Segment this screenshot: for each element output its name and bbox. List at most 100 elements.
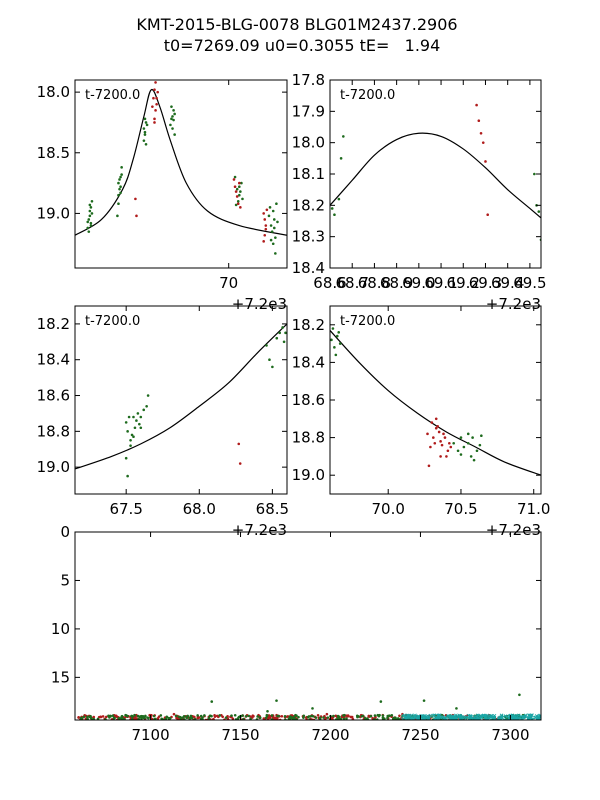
panel-mid-right-point-green <box>337 331 341 334</box>
panel-bottom-point-red <box>99 715 102 719</box>
panel-mid-left-point-green <box>129 438 132 442</box>
panel-bottom-frame <box>74 531 542 721</box>
panel-bottom-point-red <box>267 714 271 717</box>
panel-bottom-ytick-label: 0 <box>60 523 70 541</box>
panel-top-left-point-green <box>275 202 278 206</box>
panel-mid-right-xtick-label: 70.0 <box>372 500 405 518</box>
panel-bottom-point-cyan <box>402 713 407 718</box>
panel-bottom-point-green <box>167 716 170 720</box>
panel-top-left-series-red <box>134 81 269 243</box>
panel-mid-right-point-red <box>436 425 439 428</box>
panel-mid-left-point-green <box>130 433 134 437</box>
panel-bottom-point-cyan <box>428 713 433 718</box>
panel-mid-left-series-green <box>124 326 287 478</box>
panel-bottom-point-green <box>96 717 100 720</box>
panel-bottom-point-green <box>307 715 311 718</box>
panel-mid-left-frame <box>74 305 288 495</box>
panel-bottom-point-green <box>140 714 143 718</box>
panel-top-left-point-green <box>117 181 120 185</box>
panel-top-left-point-red <box>236 202 240 206</box>
panel-bottom-point-cyan <box>441 715 445 719</box>
panel-mid-right-point-red <box>429 445 432 449</box>
panel-bottom-point-green <box>111 714 115 717</box>
panel-bottom-point-cyan <box>519 714 523 719</box>
panel-top-left-point-green <box>143 117 147 121</box>
panel-top-left-point-green <box>170 105 173 108</box>
panel-bottom-point-red <box>325 712 329 716</box>
panel-top-right-point-green <box>333 213 336 217</box>
panel-bottom-point-red <box>215 714 219 718</box>
panel-mid-left-point-green <box>282 340 286 344</box>
panel-bottom-xtick-label: 7150 <box>221 726 259 744</box>
panel-top-left-point-red <box>263 218 267 221</box>
panel-bottom-point-cyan <box>535 714 539 719</box>
panel-bottom-point-cyan <box>431 713 436 718</box>
panel-bottom-point-green <box>339 717 342 720</box>
panel-mid-right-ytick-label: 18.8 <box>292 429 325 447</box>
panel-top-left-point-green <box>143 130 147 134</box>
panel-mid-left-xtick-label: 67.5 <box>109 500 142 518</box>
panel-top-left-point-green <box>118 187 121 191</box>
panel-bottom-point-green <box>244 715 248 718</box>
panel-top-right-label: t-7200.0 <box>340 88 395 103</box>
panel-mid-left-point-green <box>265 344 268 347</box>
panel-bottom-point-cyan <box>479 716 484 720</box>
panel-bottom-ytick-label: 5 <box>60 571 70 589</box>
panel-bottom-point-green <box>136 714 140 718</box>
panel-bottom-point-cyan <box>491 715 494 719</box>
panel-top-right-ytick-label: 18.0 <box>292 134 325 152</box>
panel-bottom-point-green <box>131 717 134 720</box>
panel-bottom-point-green <box>147 716 150 720</box>
panel-top-right-xtick-label: 68.7 <box>336 274 369 292</box>
panel-top-left-point-green <box>142 139 146 142</box>
panel-bottom-point-cyan <box>530 713 534 717</box>
panel-top-left: 70 18.0 18.5 19.0 t-7200.0 +7.2e3 <box>37 79 288 313</box>
panel-top-right-ytick-label: 18.1 <box>292 165 325 183</box>
panel-top-left-point-green <box>276 220 279 224</box>
panel-top-left-point-green <box>87 230 91 233</box>
panel-bottom-point-green <box>144 714 147 718</box>
panel-top-right-point-red <box>481 141 485 144</box>
panel-bottom-point-red <box>77 716 80 719</box>
panel-mid-left-point-green <box>127 415 131 419</box>
panel-bottom-point-green <box>196 714 199 717</box>
panel-top-left-point-red <box>239 206 242 209</box>
panel-top-left-point-green <box>170 117 173 121</box>
panel-top-left-series-green <box>86 105 279 255</box>
panel-top-left-point-green <box>267 214 271 218</box>
panel-bottom-point-red <box>172 712 176 716</box>
panel-bottom-point-green <box>391 717 395 720</box>
panel-bottom-point-green <box>289 715 293 719</box>
panel-bottom-xtick-label: 7100 <box>131 726 169 744</box>
panel-top-left-point-green <box>116 214 119 218</box>
panel-mid-left-ytick-label: 18.2 <box>37 315 70 333</box>
panel-top-left-frame <box>74 79 288 269</box>
panel-top-right-ytick-label: 18.4 <box>292 259 325 277</box>
panel-top-right-ytick-label: 18.2 <box>292 196 325 214</box>
panel-top-left-ytick-label: 18.0 <box>37 83 70 101</box>
panel-top-left-point-red <box>156 90 159 94</box>
panel-mid-right-point-green <box>338 342 342 345</box>
panel-bottom-point-green <box>256 715 259 718</box>
panel-mid-right-offset-label: +7.2e3 <box>486 521 541 539</box>
panel-top-left-point-green <box>89 221 93 225</box>
panel-bottom-point-red <box>196 716 200 720</box>
panel-top-left-point-green <box>144 121 148 124</box>
panel-top-left-offset-label: +7.2e3 <box>232 295 287 313</box>
panel-top-left-point-green <box>269 238 273 242</box>
panel-mid-left-series-red <box>237 442 242 465</box>
panel-top-left-point-green <box>272 218 276 221</box>
panel-top-left-point-green <box>173 112 176 116</box>
panel-top-left-point-green <box>86 220 90 224</box>
panel-top-left-point-red <box>155 102 158 106</box>
panel-mid-right-point-red <box>439 440 442 443</box>
panel-top-left-point-green <box>172 118 175 122</box>
panel-mid-right-point-green <box>334 353 338 357</box>
panel-mid-right-series-green <box>330 327 483 462</box>
panel-top-right-plot-area <box>330 103 541 242</box>
panel-bottom-point-cyan <box>448 716 453 720</box>
panel-top-left-point-red <box>234 190 238 193</box>
panel-mid-right-ytick-label: 18.4 <box>292 353 325 371</box>
panel-mid-left-point-green <box>133 426 137 430</box>
panel-mid-right-point-red <box>449 445 453 449</box>
